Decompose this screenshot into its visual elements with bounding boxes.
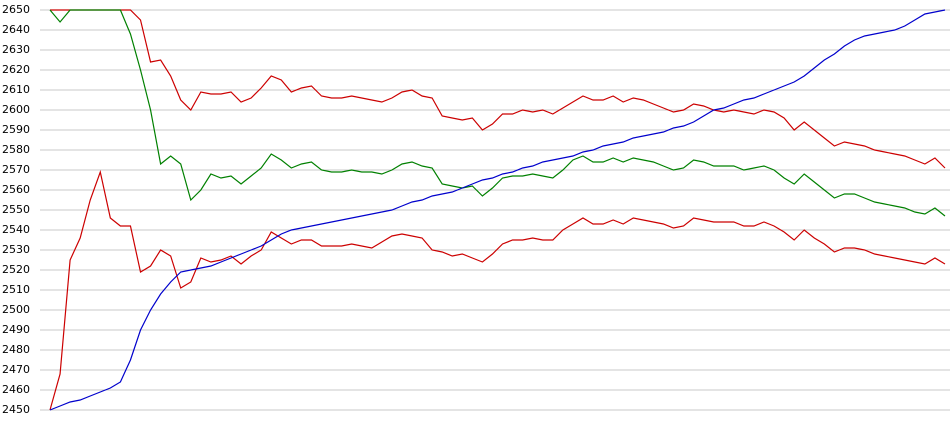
y-tick-label: 2530	[2, 243, 30, 256]
y-tick-label: 2620	[2, 63, 30, 76]
y-tick-label: 2450	[2, 403, 30, 416]
y-tick-label: 2650	[2, 3, 30, 16]
y-tick-label: 2470	[2, 363, 30, 376]
y-tick-label: 2510	[2, 283, 30, 296]
y-tick-label: 2540	[2, 223, 30, 236]
series-line	[49, 9, 946, 411]
y-tick-label: 2610	[2, 83, 30, 96]
y-tick-label: 2520	[2, 263, 30, 276]
y-tick-label: 2560	[2, 183, 30, 196]
y-tick-label: 2640	[2, 23, 30, 36]
series-line	[49, 169, 946, 411]
y-tick-label: 2460	[2, 383, 30, 396]
y-tick-label: 2500	[2, 303, 30, 316]
y-tick-label: 2580	[2, 143, 30, 156]
y-tick-label: 2490	[2, 323, 30, 336]
y-tick-label: 2570	[2, 163, 30, 176]
y-tick-label: 2630	[2, 43, 30, 56]
y-tick-label: 2590	[2, 123, 30, 136]
series-line	[49, 9, 946, 217]
series-line	[50, 9, 946, 169]
y-tick-label: 2550	[2, 203, 30, 216]
y-tick-label: 2480	[2, 343, 30, 356]
y-tick-label: 2600	[2, 103, 30, 116]
